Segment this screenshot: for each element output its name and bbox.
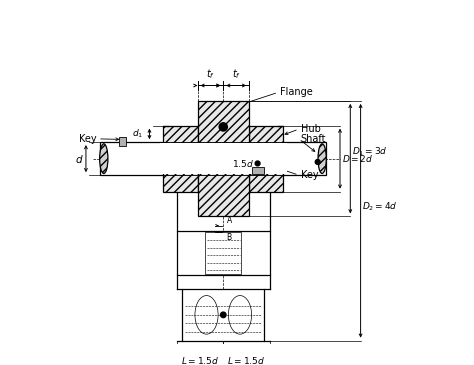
Text: $t_f$: $t_f$ — [206, 67, 215, 81]
Ellipse shape — [228, 296, 252, 334]
Bar — [198, 101, 249, 216]
Text: Key: Key — [79, 134, 96, 144]
Circle shape — [220, 312, 226, 318]
Text: $L=1.5d$: $L=1.5d$ — [228, 356, 265, 365]
Bar — [100, 142, 198, 175]
Text: $D_2=4d$: $D_2=4d$ — [362, 201, 398, 213]
Text: A: A — [227, 216, 232, 224]
Bar — [249, 142, 326, 175]
Text: Key: Key — [301, 170, 318, 180]
Text: $1.5d$: $1.5d$ — [232, 158, 254, 169]
Text: $t_f$: $t_f$ — [232, 67, 241, 81]
Bar — [253, 167, 264, 174]
Bar — [177, 231, 270, 275]
Text: $L=1.5d$: $L=1.5d$ — [181, 356, 219, 365]
Bar — [160, 143, 287, 174]
Ellipse shape — [100, 144, 108, 173]
Text: Hub: Hub — [301, 124, 320, 134]
Circle shape — [219, 123, 228, 131]
Circle shape — [221, 349, 225, 353]
Bar — [182, 289, 264, 341]
Bar — [118, 137, 126, 146]
Text: B: B — [227, 234, 232, 242]
Bar — [163, 126, 198, 192]
Text: $d_1$: $d_1$ — [132, 128, 143, 140]
Text: Flange: Flange — [280, 87, 313, 97]
Text: $d$: $d$ — [75, 153, 84, 165]
Bar — [205, 233, 241, 274]
Circle shape — [255, 161, 260, 166]
Circle shape — [315, 160, 320, 164]
Text: Shaft: Shaft — [301, 134, 326, 144]
Ellipse shape — [195, 296, 218, 334]
Ellipse shape — [318, 144, 326, 173]
Text: $D=2d$: $D=2d$ — [342, 153, 373, 164]
Text: $D_1=3d$: $D_1=3d$ — [352, 146, 388, 158]
Bar — [249, 126, 283, 192]
